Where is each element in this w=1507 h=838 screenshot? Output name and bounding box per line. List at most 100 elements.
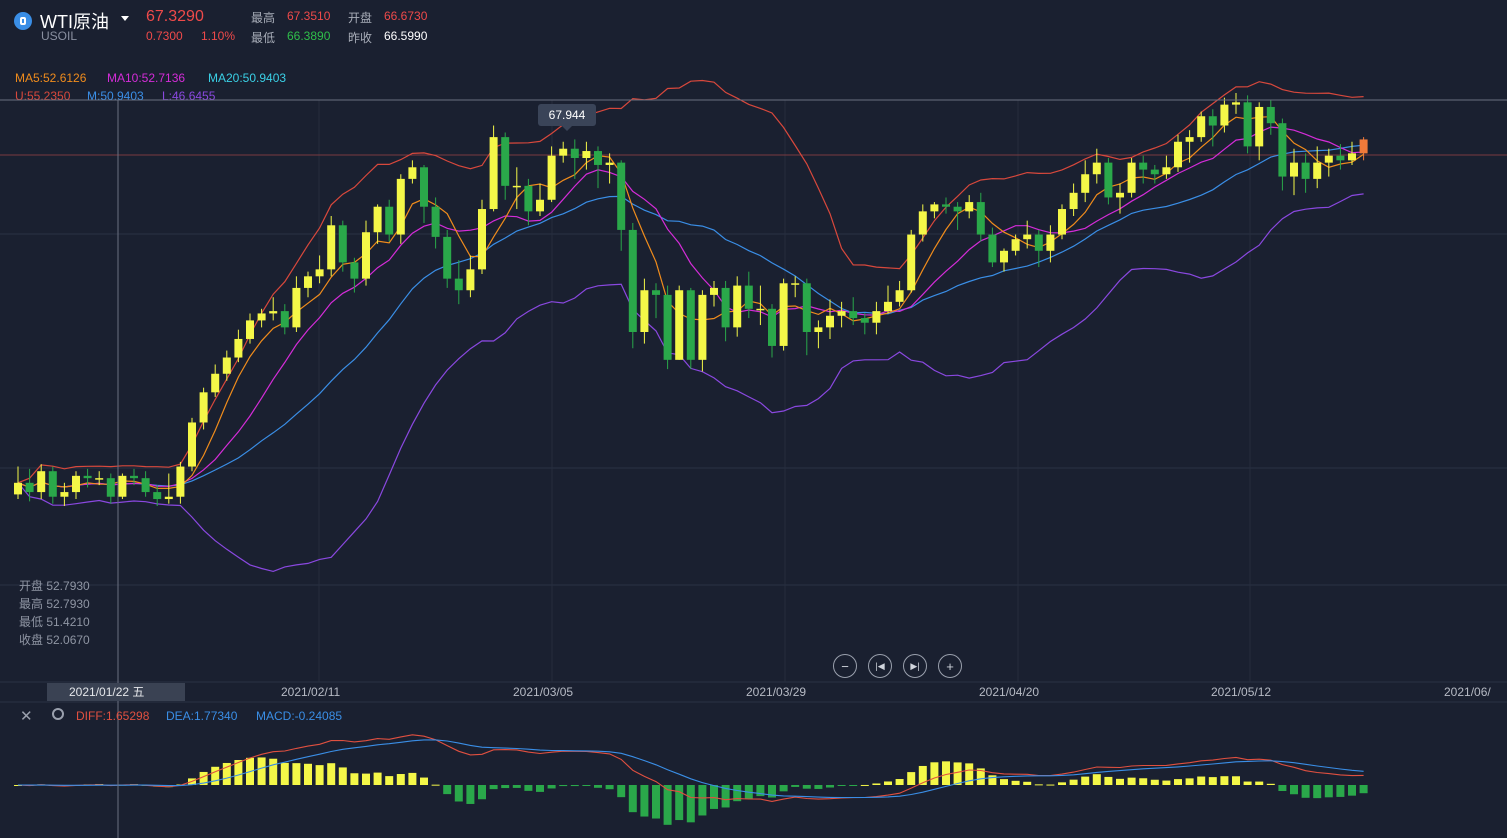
candle-body bbox=[953, 206, 962, 212]
candle-body bbox=[710, 287, 718, 295]
candle bbox=[130, 468, 138, 486]
candle-body bbox=[1255, 106, 1264, 147]
candle-body bbox=[1278, 123, 1287, 177]
candle-body bbox=[164, 496, 173, 500]
zoom-in-button[interactable]: + bbox=[938, 654, 962, 678]
macd-bar bbox=[965, 763, 974, 785]
candle-body bbox=[141, 478, 150, 493]
macd-bar bbox=[327, 763, 336, 785]
candle bbox=[988, 227, 997, 268]
macd-bar bbox=[582, 785, 591, 786]
macd-bar bbox=[710, 785, 718, 809]
candle-body bbox=[1174, 141, 1182, 168]
macd-bar bbox=[1220, 776, 1229, 785]
candle-body bbox=[385, 206, 394, 235]
candle-body bbox=[408, 167, 417, 179]
candle bbox=[1023, 220, 1032, 249]
candle-body bbox=[60, 492, 69, 497]
macd-bar bbox=[663, 785, 672, 825]
price-change: 0.7300 bbox=[146, 29, 183, 43]
candle bbox=[675, 285, 684, 360]
candle bbox=[1011, 234, 1020, 256]
candle-body bbox=[362, 232, 370, 279]
plus-circle-icon: + bbox=[946, 658, 954, 674]
candle-body bbox=[176, 466, 185, 497]
candle bbox=[257, 308, 266, 328]
candle bbox=[1174, 134, 1182, 172]
candle bbox=[292, 276, 301, 332]
candle-body bbox=[1185, 137, 1194, 142]
candle bbox=[1290, 148, 1298, 196]
candle-body bbox=[1220, 104, 1229, 126]
zoom-out-button[interactable]: − bbox=[833, 654, 857, 678]
scroll-last-button[interactable]: ▶| bbox=[903, 654, 927, 678]
candle bbox=[1116, 183, 1124, 214]
candle-body bbox=[814, 327, 823, 332]
candle-body bbox=[1139, 162, 1148, 170]
symbol-dropdown-icon[interactable] bbox=[121, 16, 129, 21]
candle-body bbox=[988, 234, 997, 263]
candle bbox=[176, 461, 185, 504]
candle bbox=[454, 260, 463, 305]
macd-bar bbox=[222, 762, 231, 785]
candle-body bbox=[1313, 162, 1322, 179]
candle-body bbox=[106, 478, 115, 497]
candle-body bbox=[1000, 250, 1008, 263]
candle-body bbox=[1092, 162, 1101, 175]
macd-bar bbox=[814, 785, 823, 789]
candle bbox=[25, 468, 34, 502]
candle bbox=[1232, 93, 1240, 114]
candle bbox=[188, 417, 196, 472]
macd-bar bbox=[478, 785, 486, 800]
last-price: 67.3290 bbox=[146, 8, 204, 25]
crosshair-date: 2021/01/22 五 bbox=[47, 683, 185, 701]
candle-body bbox=[478, 209, 486, 270]
macd-bar bbox=[872, 783, 881, 785]
macd-bar bbox=[1266, 783, 1275, 785]
candle bbox=[872, 301, 881, 335]
macd-bar bbox=[269, 758, 278, 785]
candle bbox=[907, 229, 916, 293]
macd-bar bbox=[860, 784, 869, 786]
macd-bar bbox=[211, 766, 220, 785]
macd-bar bbox=[988, 775, 997, 785]
candle bbox=[663, 285, 672, 370]
candle-body bbox=[570, 148, 579, 158]
macd-bar bbox=[895, 779, 904, 785]
candle-body bbox=[1127, 162, 1136, 193]
candle-body bbox=[663, 294, 672, 360]
candle bbox=[930, 202, 939, 219]
candle-body bbox=[1058, 209, 1066, 235]
symbol-name[interactable]: WTI原油 bbox=[40, 12, 109, 32]
macd-bar bbox=[420, 777, 428, 785]
candle-body bbox=[489, 137, 498, 210]
macd-bar bbox=[837, 785, 846, 786]
candle bbox=[478, 199, 486, 274]
candle bbox=[942, 197, 950, 214]
scroll-first-button[interactable]: |◀ bbox=[868, 654, 892, 678]
candle-body bbox=[930, 204, 939, 212]
candle-body bbox=[1116, 192, 1124, 198]
candle-body bbox=[686, 290, 695, 360]
candle bbox=[779, 278, 788, 351]
candle-body bbox=[1023, 234, 1032, 240]
candle-body bbox=[1290, 162, 1298, 177]
close-icon[interactable]: ✕ bbox=[20, 708, 33, 725]
candle-body bbox=[1232, 102, 1240, 105]
settings-gear-icon[interactable] bbox=[52, 708, 64, 720]
candle-body bbox=[1011, 239, 1020, 251]
macd-bar bbox=[628, 785, 637, 813]
candle-body bbox=[1336, 155, 1345, 161]
macd-bar bbox=[199, 771, 208, 785]
macd-bar bbox=[362, 773, 370, 785]
macd-bar bbox=[1197, 776, 1206, 785]
prev-close-value: 66.5990 bbox=[384, 29, 428, 43]
candle bbox=[408, 160, 417, 184]
candle-body bbox=[895, 290, 904, 302]
macd-bar bbox=[918, 765, 927, 785]
candle bbox=[222, 350, 231, 381]
candle bbox=[547, 146, 556, 203]
candle-body bbox=[501, 137, 510, 186]
macd-dea-line bbox=[17, 739, 1364, 799]
